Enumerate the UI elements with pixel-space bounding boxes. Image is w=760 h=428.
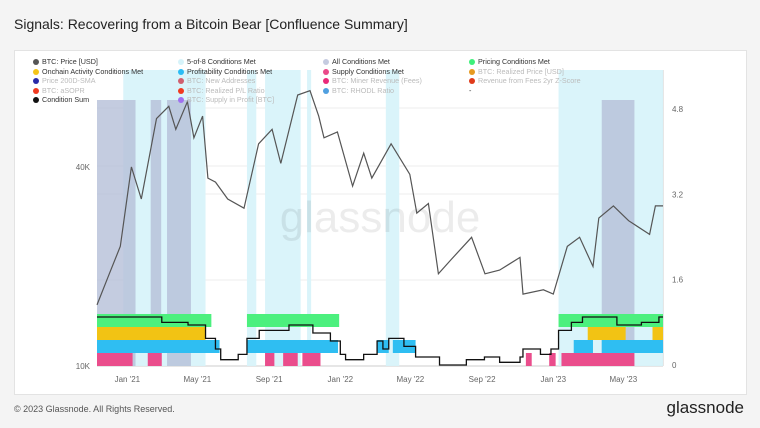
legend-label: BTC: RHODL Ratio bbox=[332, 85, 395, 95]
x-tick-label: Sep '21 bbox=[256, 375, 283, 384]
band-onchain-activity bbox=[97, 327, 206, 340]
x-tick-label: Sep '22 bbox=[469, 375, 496, 384]
band-supply bbox=[525, 353, 532, 366]
price-line bbox=[96, 89, 663, 306]
legend-label: BTC: Realized P/L Ratio bbox=[187, 85, 265, 95]
legend-item[interactable]: BTC: aSOPR bbox=[33, 86, 85, 95]
x-tick-label: May '21 bbox=[183, 375, 211, 384]
y-right-tick-label: 4.8 bbox=[672, 105, 684, 114]
band-onchain-activity bbox=[587, 327, 626, 340]
band-supply bbox=[265, 353, 275, 366]
legend-dot-icon bbox=[323, 59, 329, 65]
legend-dot-icon bbox=[469, 68, 475, 75]
legend-dot-icon bbox=[33, 68, 39, 75]
legend-item[interactable]: Revenue from Fees 2yr Z-Score bbox=[469, 76, 581, 85]
legend-dot-icon bbox=[178, 87, 184, 94]
legend-label: Supply Conditions Met bbox=[332, 66, 404, 76]
legend-label: BTC: Realized Price [USD] bbox=[478, 66, 564, 76]
five-of-eight-shade bbox=[385, 70, 400, 366]
legend-item[interactable]: Condition Sum bbox=[33, 95, 89, 104]
legend-dot-icon bbox=[178, 59, 184, 65]
legend-dot-icon bbox=[323, 78, 329, 84]
legend-item[interactable]: BTC: Price [USD] bbox=[33, 57, 98, 66]
band-onchain-activity bbox=[652, 327, 663, 340]
band-supply bbox=[561, 353, 635, 366]
band-supply bbox=[147, 353, 162, 366]
x-tick-label: May '22 bbox=[396, 375, 424, 384]
legend-dot-icon bbox=[178, 97, 184, 103]
band-profitability bbox=[97, 340, 220, 353]
legend-dot-icon bbox=[323, 87, 329, 94]
legend-item[interactable]: BTC: Realized Price [USD] bbox=[469, 67, 564, 76]
legend-dot-icon bbox=[33, 59, 39, 65]
page-title: Signals: Recovering from a Bitcoin Bear … bbox=[14, 16, 408, 32]
y-left-tick-label: 10K bbox=[76, 362, 91, 371]
band-profitability bbox=[246, 340, 338, 353]
band-profitability bbox=[573, 340, 593, 353]
x-tick-label: Jan '22 bbox=[328, 375, 354, 384]
band-pricing bbox=[246, 314, 340, 327]
legend-dot-icon bbox=[33, 78, 39, 84]
y-right-tick-label: 1.6 bbox=[672, 276, 684, 285]
y-left-tick-label: 40K bbox=[76, 163, 91, 172]
legend-item[interactable]: BTC: RHODL Ratio bbox=[323, 86, 394, 95]
band-profitability bbox=[601, 340, 663, 353]
legend-item[interactable]: Supply Conditions Met bbox=[323, 67, 404, 76]
legend-dot-icon bbox=[33, 97, 39, 103]
five-of-eight-shade bbox=[307, 70, 312, 366]
legend-label: Revenue from Fees 2yr Z-Score bbox=[478, 76, 581, 85]
legend-dot-icon bbox=[178, 78, 184, 84]
legend-item[interactable]: BTC: Miner Revenue (Fees) bbox=[323, 76, 422, 85]
x-tick-label: Jan '23 bbox=[541, 375, 567, 384]
x-tick-label: Jan '21 bbox=[115, 375, 141, 384]
legend-dot-icon bbox=[469, 78, 475, 84]
brand-logo: glassnode bbox=[666, 398, 744, 417]
band-supply bbox=[283, 353, 298, 366]
legend-label: Onchain Activity Conditions Met bbox=[42, 66, 144, 76]
all-conditions-shade bbox=[167, 100, 191, 366]
copyright: © 2023 Glassnode. All Rights Reserved. bbox=[14, 404, 175, 414]
legend-item[interactable]: 5-of-8 Conditions Met bbox=[178, 57, 256, 66]
legend-label: BTC: Supply in Profit [BTC] bbox=[187, 95, 275, 104]
legend-dot-icon bbox=[178, 68, 184, 75]
legend-label: - bbox=[469, 85, 472, 95]
legend-label: 5-of-8 Conditions Met bbox=[187, 57, 256, 66]
band-pricing bbox=[558, 314, 663, 327]
legend-item[interactable]: Price 200D-SMA bbox=[33, 76, 96, 85]
legend-dot-icon bbox=[33, 87, 39, 94]
legend-item[interactable]: Pricing Conditions Met bbox=[469, 57, 550, 66]
legend-item[interactable]: Profitability Conditions Met bbox=[178, 67, 272, 76]
legend-label: BTC: Price [USD] bbox=[42, 57, 98, 66]
legend-dot-icon bbox=[323, 68, 329, 75]
legend-item[interactable]: - bbox=[469, 86, 471, 95]
legend-label: Pricing Conditions Met bbox=[478, 57, 550, 66]
band-supply bbox=[549, 353, 556, 366]
all-conditions-shade bbox=[150, 100, 162, 366]
legend-label: BTC: aSOPR bbox=[42, 85, 85, 95]
y-right-tick-label: 0 bbox=[672, 361, 677, 370]
legend-label: BTC: New Addresses bbox=[187, 76, 256, 85]
legend-item[interactable]: BTC: New Addresses bbox=[178, 76, 255, 85]
band-supply bbox=[302, 353, 321, 366]
legend-label: Price 200D-SMA bbox=[42, 76, 96, 85]
legend-label: Profitability Conditions Met bbox=[187, 66, 273, 76]
legend-item[interactable]: BTC: Realized P/L Ratio bbox=[178, 86, 265, 95]
legend-label: Condition Sum bbox=[42, 95, 90, 104]
x-tick-label: May '23 bbox=[609, 375, 637, 384]
watermark: glassnode bbox=[280, 193, 481, 242]
band-supply bbox=[97, 353, 133, 366]
y-right-tick-label: 3.2 bbox=[672, 190, 684, 199]
legend-item[interactable]: Onchain Activity Conditions Met bbox=[33, 67, 143, 76]
legend-label: All Conditions Met bbox=[332, 57, 390, 66]
five-of-eight-shade bbox=[246, 70, 257, 366]
legend-item[interactable]: All Conditions Met bbox=[323, 57, 390, 66]
legend-dot-icon bbox=[469, 59, 475, 65]
legend-label: BTC: Miner Revenue (Fees) bbox=[332, 76, 422, 85]
condition-sum-line bbox=[97, 316, 663, 366]
legend-item[interactable]: BTC: Supply in Profit [BTC] bbox=[178, 95, 274, 104]
